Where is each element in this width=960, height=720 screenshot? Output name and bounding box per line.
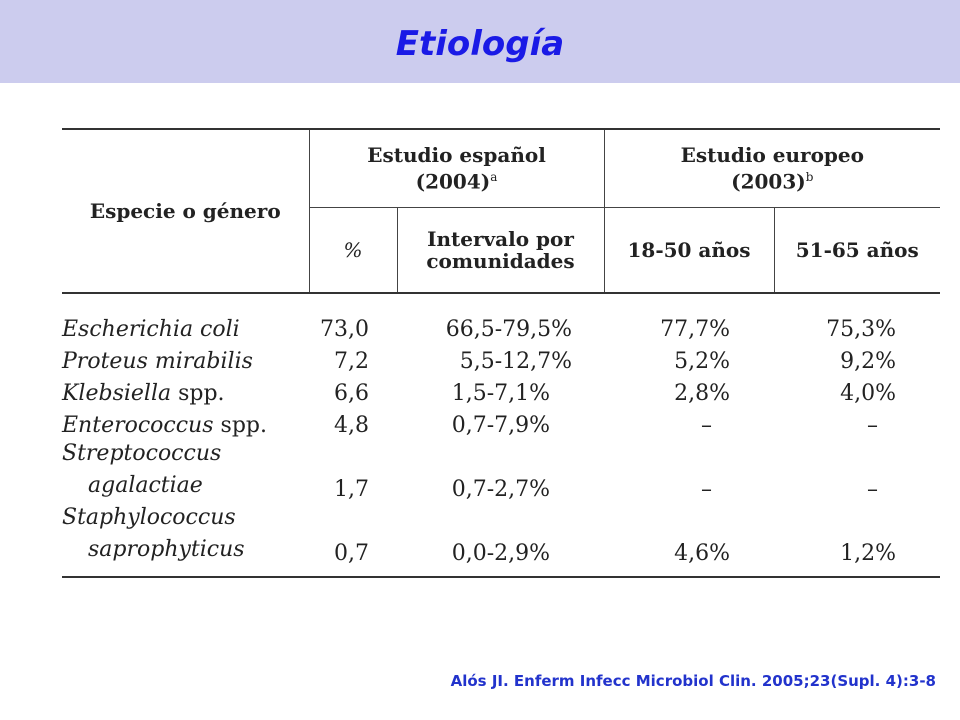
cell-eu-18-50: 77,7% (660, 317, 731, 342)
cell-eu-18-50: 2,8% (674, 381, 731, 406)
species-name: Proteus mirabilis (62, 349, 253, 374)
table-row: Enterococcus spp. 4,8 0,7-7,9% – – (62, 406, 940, 438)
cell-eu-18-50: 5,2% (674, 349, 731, 374)
cell-interval: 0,7-2,7% (451, 477, 551, 502)
cell-eu-18-50: 4,6% (674, 541, 731, 566)
cell-eu-51-65: 1,2% (840, 541, 897, 566)
cell-interval: 66,5-79,5% (445, 317, 573, 342)
header-percent: % (308, 207, 397, 293)
table-row: Staphylococcus saprophyticus 0,7 0,0-2,9… (62, 502, 941, 577)
header-interval: Intervalo por comunidades (396, 207, 605, 293)
cell-eu-51-65: – (867, 477, 879, 502)
species-name: Staphylococcus saprophyticus (62, 505, 245, 562)
cell-eu-18-50: – (701, 477, 713, 502)
table-row: Proteus mirabilis 7,2 5,5-12,7% 5,2% 9,2… (62, 342, 940, 374)
table-row: Klebsiella spp. 6,6 1,5-7,1% 2,8% 4,0% (62, 374, 940, 406)
species-name: Enterococcus spp. (62, 413, 267, 438)
header-age-18-50: 18-50 años (603, 207, 775, 293)
cell-percent: 1,7 (334, 477, 369, 502)
species-name: Klebsiella spp. (62, 381, 225, 406)
cell-interval: 0,0-2,9% (451, 541, 551, 566)
cell-percent: 7,2 (334, 349, 369, 374)
cell-interval: 5,5-12,7% (459, 349, 573, 374)
header-age-51-65: 51-65 años (773, 207, 941, 293)
cell-eu-51-65: 4,0% (840, 381, 897, 406)
cell-eu-51-65: 75,3% (826, 317, 897, 342)
header-european-study: Estudio europeo (2003)b (603, 129, 941, 208)
cell-percent: 73,0 (320, 317, 369, 342)
cell-eu-18-50: – (701, 413, 713, 438)
header-species: Especie o género (62, 129, 309, 294)
cell-interval: 0,7-7,9% (451, 413, 551, 438)
page-title: Etiología (395, 23, 565, 64)
title-bar: Etiología (0, 0, 960, 83)
etiology-table-container: Especie o género Estudio español (2004)a… (62, 128, 941, 578)
header-spanish-study: Estudio español (2004)a (308, 129, 605, 208)
species-name: Escherichia coli (62, 317, 240, 342)
cell-percent: 6,6 (334, 381, 369, 406)
etiology-table: Especie o género Estudio español (2004)a… (62, 128, 941, 578)
table-row: Escherichia coli 73,0 66,5-79,5% 77,7% 7… (62, 293, 940, 342)
table-row: Streptococcus agalactiae 1,7 0,7-2,7% – … (62, 438, 940, 502)
cell-eu-51-65: – (867, 413, 879, 438)
cell-percent: 4,8 (334, 413, 369, 438)
species-name: Streptococcus agalactiae (62, 441, 222, 498)
cell-interval: 1,5-7,1% (451, 381, 551, 406)
citation: Alós JI. Enferm Infecc Microbiol Clin. 2… (450, 672, 936, 690)
cell-percent: 0,7 (334, 541, 369, 566)
cell-eu-51-65: 9,2% (840, 349, 897, 374)
